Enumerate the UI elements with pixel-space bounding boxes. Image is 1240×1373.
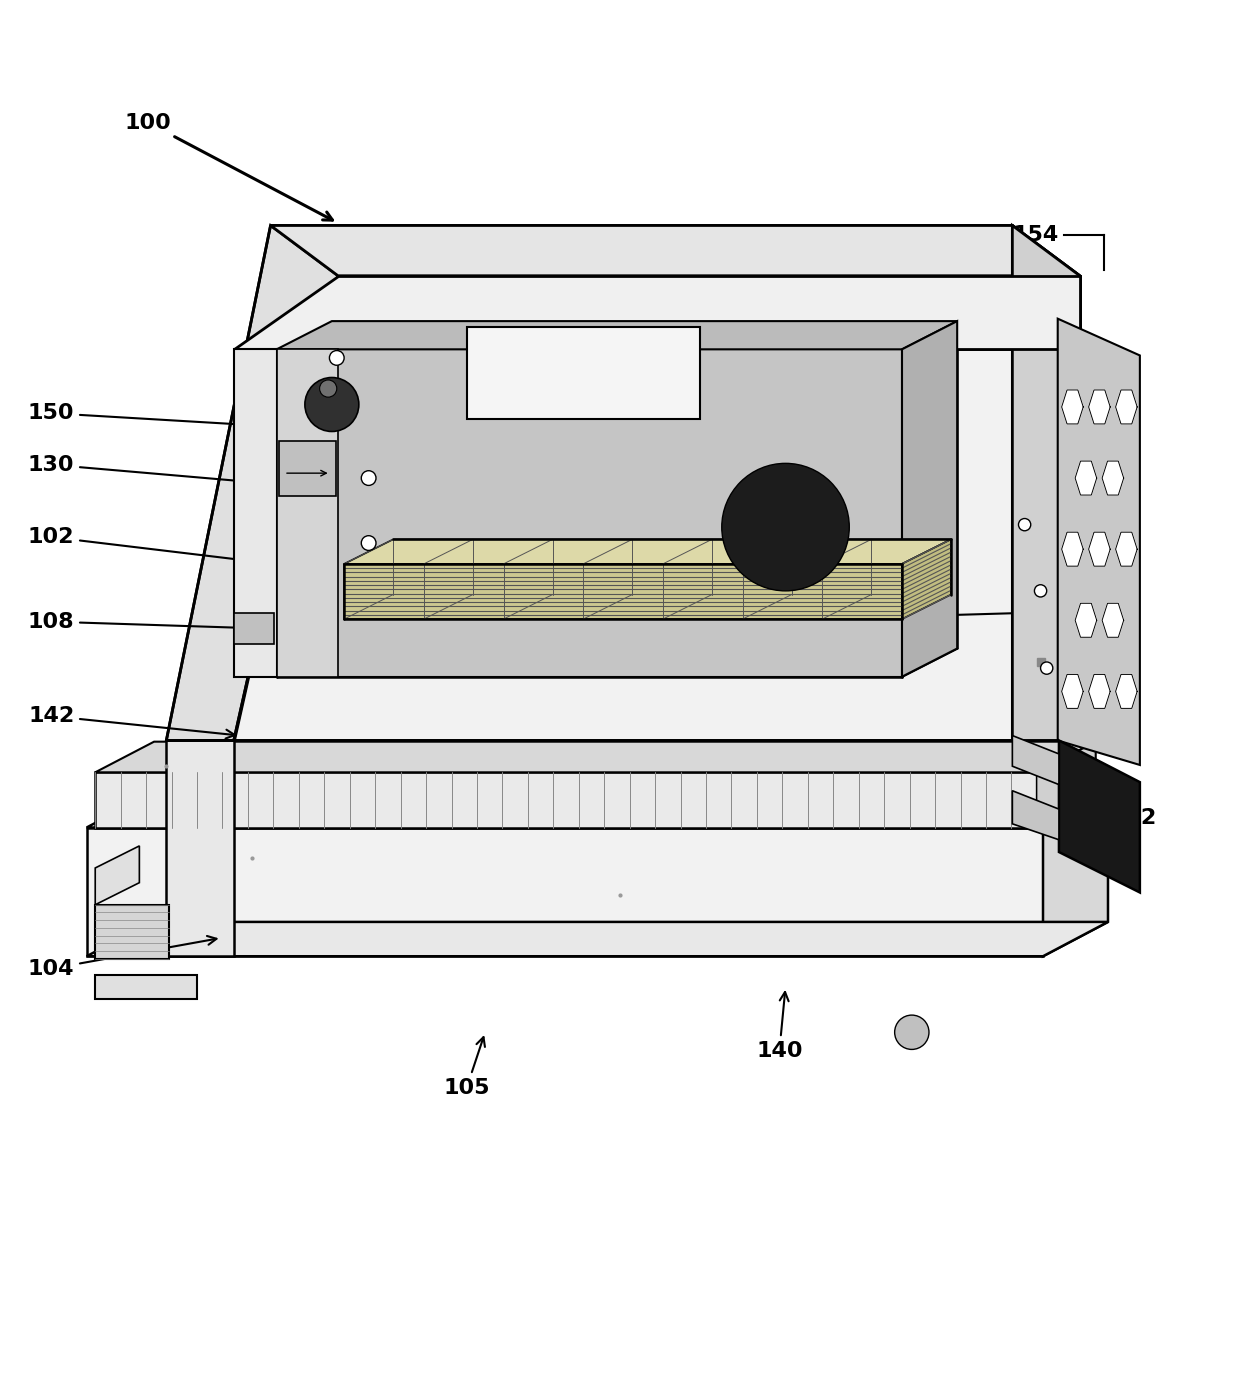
Polygon shape — [279, 441, 336, 497]
Polygon shape — [95, 975, 197, 1000]
Polygon shape — [901, 540, 951, 619]
Polygon shape — [1012, 791, 1059, 840]
Polygon shape — [95, 905, 169, 958]
Text: 102: 102 — [27, 527, 382, 581]
Text: 152: 152 — [1111, 807, 1157, 828]
Polygon shape — [95, 846, 139, 905]
Text: 120: 120 — [786, 463, 931, 526]
Circle shape — [1034, 585, 1047, 597]
Polygon shape — [345, 540, 951, 564]
Text: 106: 106 — [538, 383, 644, 465]
Text: 130: 130 — [27, 454, 272, 487]
Polygon shape — [234, 612, 274, 644]
Polygon shape — [1089, 390, 1110, 424]
Text: 154: 154 — [1013, 225, 1059, 246]
Circle shape — [894, 1015, 929, 1049]
Circle shape — [305, 378, 358, 431]
Text: 100: 100 — [124, 113, 332, 220]
Circle shape — [722, 463, 849, 590]
Polygon shape — [1037, 741, 1096, 828]
Polygon shape — [166, 225, 339, 740]
Text: 105: 105 — [444, 1037, 490, 1097]
Circle shape — [361, 535, 376, 551]
Polygon shape — [1061, 390, 1084, 424]
Text: 104: 104 — [27, 936, 217, 979]
Polygon shape — [901, 321, 957, 677]
Polygon shape — [1059, 740, 1140, 892]
Polygon shape — [1058, 319, 1140, 765]
Text: 150: 150 — [27, 404, 272, 430]
Text: 140: 140 — [756, 991, 802, 1061]
Polygon shape — [1061, 533, 1084, 566]
Polygon shape — [1089, 674, 1110, 708]
Circle shape — [330, 350, 345, 365]
Polygon shape — [1116, 533, 1137, 566]
Polygon shape — [87, 921, 1109, 956]
Polygon shape — [270, 225, 1080, 276]
Polygon shape — [95, 741, 1096, 773]
Polygon shape — [1012, 225, 1080, 740]
Text: 112: 112 — [1018, 504, 1126, 523]
Polygon shape — [277, 349, 901, 677]
Polygon shape — [1089, 533, 1110, 566]
Polygon shape — [1061, 674, 1084, 708]
Polygon shape — [1075, 603, 1096, 637]
Text: 108: 108 — [27, 611, 269, 633]
Polygon shape — [277, 321, 957, 349]
Circle shape — [361, 471, 376, 486]
Polygon shape — [166, 740, 234, 956]
Polygon shape — [345, 564, 901, 619]
Text: 142: 142 — [29, 706, 234, 739]
Polygon shape — [87, 828, 1043, 956]
Polygon shape — [1012, 736, 1059, 784]
Polygon shape — [95, 773, 1037, 828]
Polygon shape — [1102, 603, 1123, 637]
Polygon shape — [87, 794, 1109, 828]
Text: 110: 110 — [944, 600, 1126, 621]
Polygon shape — [1116, 674, 1137, 708]
Polygon shape — [234, 276, 1080, 740]
Polygon shape — [1116, 390, 1137, 424]
Polygon shape — [466, 327, 699, 419]
Polygon shape — [277, 349, 339, 677]
Circle shape — [1018, 519, 1030, 531]
Polygon shape — [1102, 461, 1123, 496]
Polygon shape — [1075, 461, 1096, 496]
Polygon shape — [1043, 794, 1109, 956]
Polygon shape — [234, 349, 277, 677]
Circle shape — [1040, 662, 1053, 674]
Circle shape — [320, 380, 337, 397]
Polygon shape — [234, 276, 1080, 349]
